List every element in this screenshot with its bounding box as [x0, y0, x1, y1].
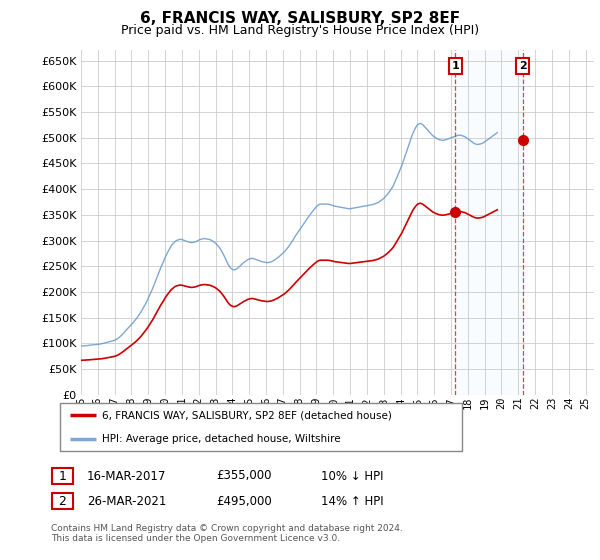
Text: Price paid vs. HM Land Registry's House Price Index (HPI): Price paid vs. HM Land Registry's House …	[121, 24, 479, 36]
Text: 6, FRANCIS WAY, SALISBURY, SP2 8EF: 6, FRANCIS WAY, SALISBURY, SP2 8EF	[140, 11, 460, 26]
Text: 14% ↑ HPI: 14% ↑ HPI	[321, 494, 383, 508]
Text: 16-MAR-2017: 16-MAR-2017	[87, 469, 166, 483]
Text: £495,000: £495,000	[216, 494, 272, 508]
Text: 1: 1	[451, 60, 459, 71]
Text: 26-MAR-2021: 26-MAR-2021	[87, 494, 166, 508]
Text: 10% ↓ HPI: 10% ↓ HPI	[321, 469, 383, 483]
Bar	[455, 50, 523, 395]
Text: £355,000: £355,000	[216, 469, 271, 483]
Text: 1: 1	[58, 469, 67, 483]
Text: 6, FRANCIS WAY, SALISBURY, SP2 8EF (detached house): 6, FRANCIS WAY, SALISBURY, SP2 8EF (deta…	[102, 410, 392, 420]
Text: 2: 2	[518, 60, 526, 71]
Text: Contains HM Land Registry data © Crown copyright and database right 2024.
This d: Contains HM Land Registry data © Crown c…	[51, 524, 403, 543]
Text: 2: 2	[58, 494, 67, 508]
Text: HPI: Average price, detached house, Wiltshire: HPI: Average price, detached house, Wilt…	[102, 434, 341, 444]
